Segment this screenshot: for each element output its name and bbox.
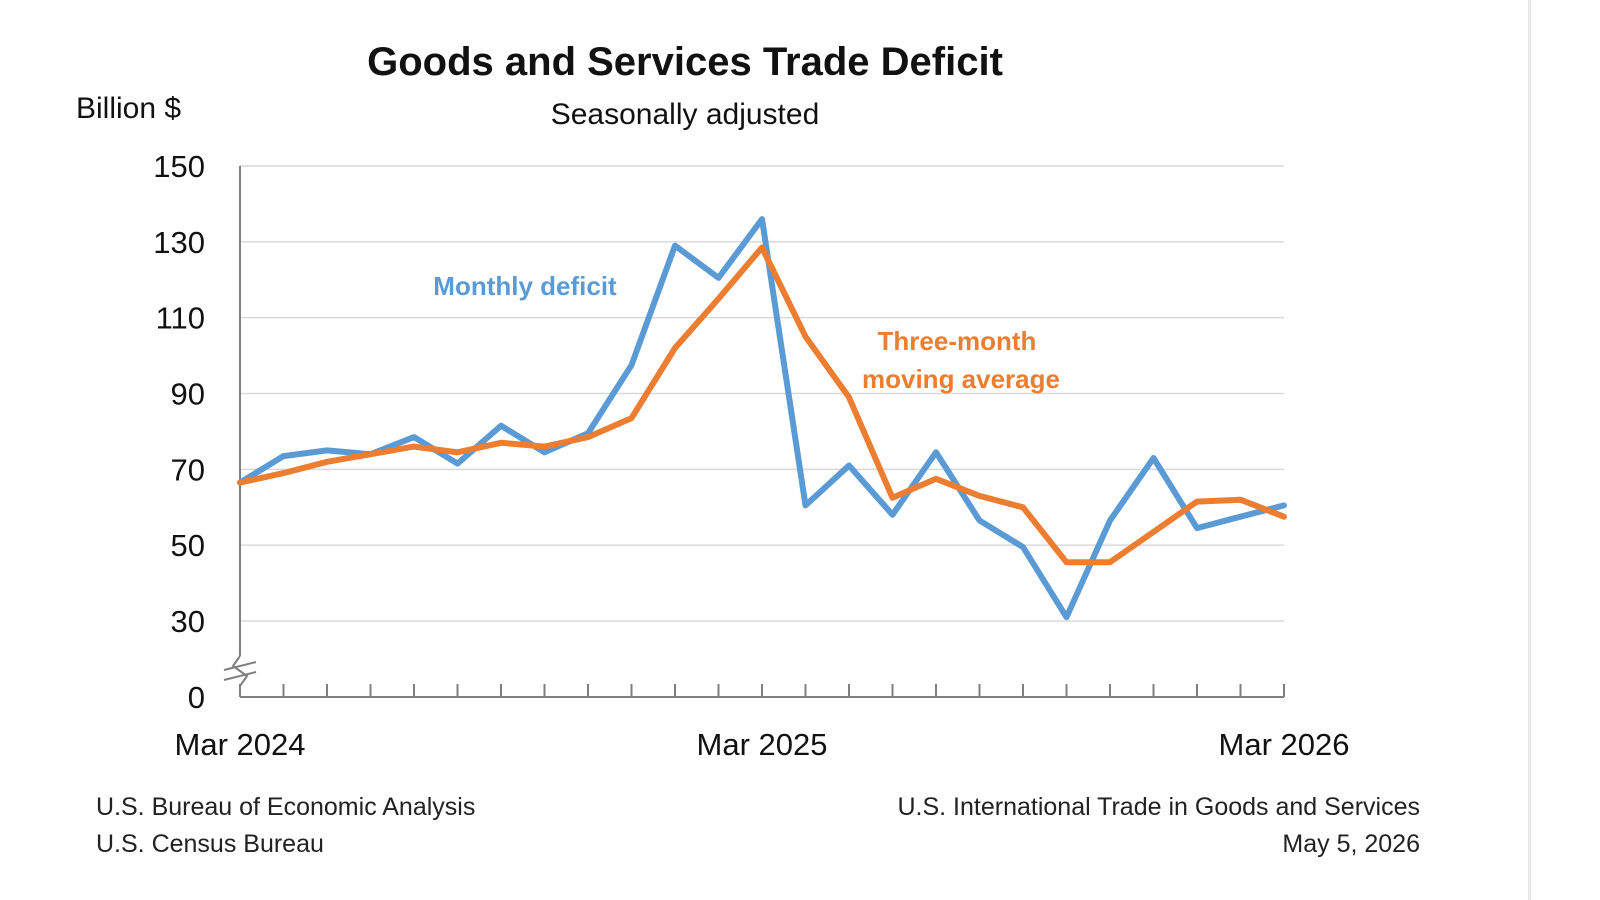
three-month-average-line bbox=[237, 244, 1287, 566]
y-tick-label-30: 30 bbox=[171, 604, 205, 639]
monthly-deficit-line bbox=[237, 216, 1287, 621]
y-axis-break-marks bbox=[223, 661, 257, 681]
y-tick-label-50: 50 bbox=[171, 528, 205, 563]
chart-subtitle: Seasonally adjusted bbox=[550, 98, 820, 131]
y-axis-unit-label: Billion $ bbox=[76, 92, 182, 125]
y-tick-label-0: 0 bbox=[188, 680, 205, 715]
y-tick-label-110: 110 bbox=[156, 301, 205, 336]
y-tick-label-90: 90 bbox=[171, 377, 205, 412]
release-date: May 5, 2026 bbox=[1282, 830, 1420, 858]
x-tick-label-2: Mar 2026 bbox=[1219, 727, 1350, 762]
page-edge-divider bbox=[1528, 0, 1531, 900]
source-bea: U.S. Bureau of Economic Analysis bbox=[96, 793, 476, 821]
moving-average-label-line2: moving average bbox=[862, 364, 1060, 394]
y-tick-label-70: 70 bbox=[171, 452, 205, 487]
source-census: U.S. Census Bureau bbox=[96, 830, 324, 858]
chart-title: Goods and Services Trade Deficit bbox=[367, 40, 1003, 84]
y-tick-label-130: 130 bbox=[153, 225, 205, 260]
y-tick-label-150: 150 bbox=[153, 149, 205, 184]
monthly-deficit-label: Monthly deficit bbox=[433, 271, 617, 301]
x-tick-label-0: Mar 2024 bbox=[175, 727, 306, 762]
x-tick-label-1: Mar 2025 bbox=[697, 727, 828, 762]
release-title: U.S. International Trade in Goods and Se… bbox=[897, 793, 1420, 821]
moving-average-label-line1: Three-month bbox=[878, 326, 1037, 356]
